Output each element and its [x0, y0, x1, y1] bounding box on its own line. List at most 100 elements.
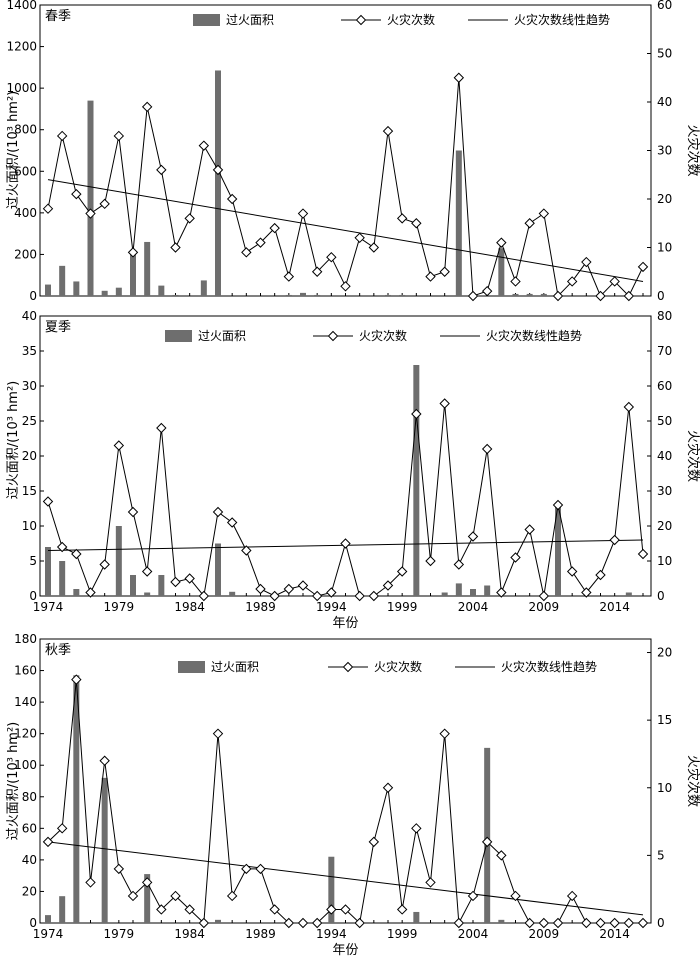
panel2-fire-count-point	[42, 836, 54, 848]
panel2-fire-count-point	[411, 823, 422, 834]
panel2-right-tick-label: 0	[657, 916, 665, 930]
panel1-fire-count-point	[581, 587, 592, 598]
panel0-fire-count-point	[127, 247, 139, 258]
panel2-fire-count-point	[198, 917, 210, 929]
panel0-area-bar	[130, 252, 136, 296]
panel0-fire-count-point	[623, 290, 635, 302]
panel0-area-bar	[455, 150, 462, 296]
panel1-area-bar	[470, 589, 476, 596]
panel1-fire-count-point	[510, 552, 521, 563]
panel0-area-bar	[300, 292, 306, 296]
panel2-fire-count-point	[127, 890, 139, 902]
panel2-fire-count-point	[439, 728, 450, 739]
panel0-fire-count-point	[99, 198, 110, 210]
panel0-left-tick-label: 800	[14, 123, 37, 137]
panel2-fire-count-point	[637, 917, 649, 929]
panel1-right-tick-label: 60	[657, 379, 672, 393]
panel1-fire-count-point	[566, 566, 578, 577]
panel1-x-axis-title: 年份	[332, 616, 358, 631]
panel0-fire-count-point	[241, 247, 252, 258]
panel1-fire-count-point	[623, 401, 635, 413]
panel2-left-tick-label: 60	[22, 821, 37, 835]
panel2-area-bar	[413, 911, 420, 923]
panel1-legend-fires-marker	[327, 330, 339, 342]
panel2-left-tick-label: 120	[14, 727, 37, 741]
panel1-x-tick-label: 2014	[599, 600, 630, 614]
panel1-fire-count-point	[637, 548, 649, 560]
panel1-area-bar	[229, 591, 236, 596]
panel1-fire-count-point	[141, 566, 153, 577]
panel1-fire-count-point	[269, 590, 280, 602]
panel0-left-tick-label: 400	[14, 206, 37, 220]
panel2-x-tick-label: 1984	[174, 927, 205, 941]
panel0-fire-count-point	[510, 276, 521, 287]
panel0-fire-count-point	[581, 256, 592, 268]
panel1-fire-count-point	[453, 559, 465, 570]
panel1-area-bar	[625, 592, 632, 596]
panel0-fire-count-point	[637, 261, 649, 273]
panel2-x-tick-label: 2014	[599, 927, 630, 941]
panel2-fire-count-point	[623, 917, 635, 929]
panel1-right-axis-title: 火灾次数	[685, 430, 700, 482]
panel1-x-tick-label: 1984	[174, 600, 205, 614]
panel0-legend-fires-marker	[355, 14, 367, 26]
panel1-right-tick-label: 10	[657, 554, 672, 568]
panel1-fire-count-point	[467, 531, 479, 542]
panel0-area-bar	[87, 100, 94, 296]
panel0-fire-count-point	[283, 271, 295, 282]
panel2-plot-frame	[39, 638, 652, 924]
panel1-fire-count-point	[382, 580, 394, 591]
panel2-fire-count-point	[581, 917, 592, 929]
panel2-right-tick-label: 15	[657, 713, 672, 727]
panel1-fire-count-point	[156, 422, 167, 434]
panel0-fire-count-point	[255, 237, 266, 248]
panel2-fire-count-point	[396, 904, 408, 915]
panel0-left-tick-label: 0	[29, 289, 37, 303]
panel2-fire-count-point	[467, 890, 479, 902]
panel0-area-bar	[45, 284, 51, 296]
panel1-fire-count-point	[496, 587, 507, 598]
panel2-right-tick-label: 10	[657, 781, 672, 795]
panel1-x-tick-label: 1989	[245, 600, 276, 614]
panel0-fire-count-point	[212, 164, 224, 176]
panel0-right-tick-label: 50	[657, 47, 672, 61]
panel2-fire-count-point	[99, 755, 110, 766]
panel2-fire-count-point	[425, 877, 436, 888]
panel1-left-axis-title: 过火面积/(10³ hm²)	[6, 381, 21, 500]
panel2-fire-count-point	[297, 917, 309, 929]
panel2-fire-count-point	[510, 890, 521, 902]
panel1-fire-count-point	[170, 576, 181, 588]
panel1-right-tick-label: 50	[657, 414, 672, 428]
panel0-fire-count-point	[311, 266, 323, 277]
panel1-left-tick-label: 10	[22, 519, 37, 533]
panel1-fire-count-point	[326, 587, 337, 598]
panel1-x-tick-label: 2009	[529, 600, 560, 614]
panel2-area-bar	[144, 874, 151, 923]
panel0-left-tick-label: 1400	[6, 0, 37, 12]
panel0-fire-count-point	[552, 290, 564, 302]
panel1-right-tick-label: 40	[657, 449, 672, 463]
panel2-area-bar	[328, 856, 335, 923]
panel2-left-tick-label: 160	[14, 664, 37, 678]
panel1-fire-count-point	[538, 590, 550, 602]
panel0-fire-count-point	[524, 218, 535, 229]
panel1-right-tick-label: 70	[657, 344, 672, 358]
panel1-left-tick-label: 40	[22, 309, 37, 323]
panel0-left-tick-label: 600	[14, 164, 37, 178]
panel1-fire-count-point	[283, 583, 295, 595]
panel0-area-bar	[115, 287, 122, 296]
panel1-left-tick-label: 0	[29, 589, 37, 603]
panel1-fire-count-point	[396, 566, 408, 577]
panel0-legend-area-label: 过火面积	[226, 13, 274, 27]
panel0-fire-count-point	[226, 193, 238, 205]
panel1-area-bar	[73, 589, 80, 596]
panel1-fire-count-point	[609, 534, 620, 546]
panel1-fire-count-point	[255, 583, 266, 595]
panel2-left-tick-label: 140	[14, 695, 37, 709]
panel1-fire-count-point	[340, 538, 351, 549]
panel2-fire-count-point	[141, 877, 153, 888]
panel1-left-tick-label: 30	[22, 379, 37, 393]
panel0-trend-line	[47, 179, 644, 282]
panel2-fire-count-point	[326, 904, 337, 915]
panel0-fire-count-point	[156, 164, 167, 176]
